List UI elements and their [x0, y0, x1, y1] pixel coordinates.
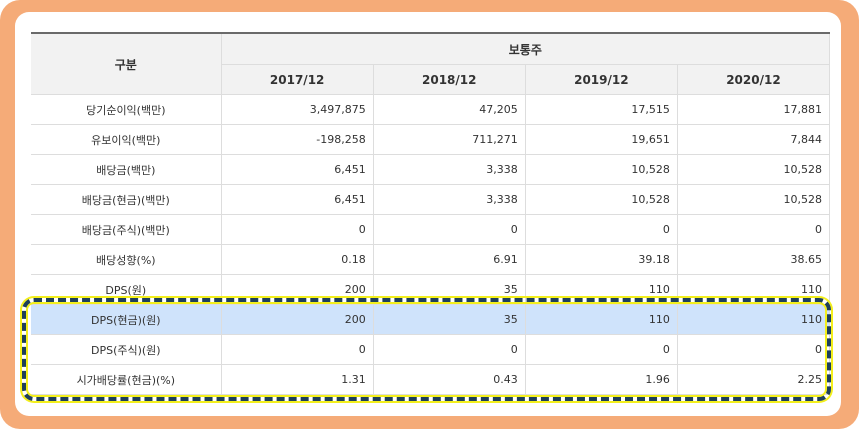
- cell-value: 10,528: [676, 154, 831, 185]
- cell-value: 1.31: [220, 364, 374, 395]
- row-label: 시가배당률(현금)(%): [31, 364, 222, 395]
- table-row: 배당성향(%) 0.18 6.91 39.18 38.65: [31, 244, 831, 275]
- cell-value: 2.25: [676, 364, 831, 395]
- cell-value: 6,451: [220, 154, 374, 185]
- cell-value: 3,338: [372, 154, 526, 185]
- cell-value: 200: [220, 274, 374, 305]
- cell-value: 7,844: [676, 124, 831, 155]
- cell-value: 39.18: [524, 244, 678, 275]
- cell-value: 19,651: [524, 124, 678, 155]
- cell-value: 6,451: [220, 184, 374, 215]
- row-label: DPS(현금)(원): [31, 304, 222, 335]
- row-label: DPS(원): [31, 274, 222, 305]
- cell-value: 17,515: [524, 94, 678, 125]
- table-row: DPS(주식)(원) 0 0 0 0: [31, 334, 831, 365]
- dividend-table: 구분 보통주 2017/12 2018/12 2019/12 2020/12 당…: [31, 32, 831, 395]
- cell-value: 35: [372, 274, 526, 305]
- cell-value: 6.91: [372, 244, 526, 275]
- cell-value: -198,258: [220, 124, 374, 155]
- row-label: DPS(주식)(원): [31, 334, 222, 365]
- cell-value: 10,528: [524, 154, 678, 185]
- header-year: 2020/12: [676, 64, 831, 95]
- cell-value: 110: [676, 274, 831, 305]
- cell-value: 711,271: [372, 124, 526, 155]
- header-year: 2017/12: [221, 64, 374, 95]
- row-label: 당기순이익(백만): [31, 94, 222, 125]
- cell-value: 35: [372, 304, 526, 335]
- table-body: 당기순이익(백만) 3,497,875 47,205 17,515 17,881 유보이익…: [31, 94, 831, 395]
- table-row: 배당금(현금)(백만) 6,451 3,338 10,528 10,528: [31, 184, 831, 215]
- cell-value: 0.18: [220, 244, 374, 275]
- cell-value: 110: [524, 274, 678, 305]
- cell-value: 3,338: [372, 184, 526, 215]
- row-label: 배당금(현금)(백만): [31, 184, 222, 215]
- row-label: 배당성향(%): [31, 244, 222, 275]
- table-row: DPS(원) 200 35 110 110: [31, 274, 831, 305]
- table-row: 배당금(주식)(백만) 0 0 0 0: [31, 214, 831, 245]
- row-label: 배당금(백만): [31, 154, 222, 185]
- header-year: 2019/12: [524, 64, 678, 95]
- row-label: 배당금(주식)(백만): [31, 214, 222, 245]
- cell-value: 17,881: [676, 94, 831, 125]
- cell-value: 200: [220, 304, 374, 335]
- cell-value: 10,528: [524, 184, 678, 215]
- cell-value: 0: [524, 214, 678, 245]
- cell-value: 0: [524, 334, 678, 365]
- header-row-group: 구분 보통주: [31, 32, 831, 95]
- cell-value: 0: [676, 214, 831, 245]
- header-category: 구분: [31, 32, 222, 95]
- cell-value: 3,497,875: [220, 94, 374, 125]
- table-row: 당기순이익(백만) 3,497,875 47,205 17,515 17,881: [31, 94, 831, 125]
- cell-value: 10,528: [676, 184, 831, 215]
- cell-value: 1.96: [524, 364, 678, 395]
- cell-value: 38.65: [676, 244, 831, 275]
- cell-value: 0: [372, 214, 526, 245]
- row-label: 유보이익(백만): [31, 124, 222, 155]
- cell-value: 0: [220, 334, 374, 365]
- cell-value: 0: [220, 214, 374, 245]
- cell-value: 110: [524, 304, 678, 335]
- table-row: 배당금(백만) 6,451 3,338 10,528 10,528: [31, 154, 831, 185]
- cell-value: 0: [372, 334, 526, 365]
- cell-value: 0: [676, 334, 831, 365]
- table-row: 유보이익(백만) -198,258 711,271 19,651 7,844: [31, 124, 831, 155]
- cell-value: 110: [676, 304, 831, 335]
- content-panel: 구분 보통주 2017/12 2018/12 2019/12 2020/12 당…: [15, 12, 841, 416]
- cell-value: 47,205: [372, 94, 526, 125]
- cell-value: 0.43: [372, 364, 526, 395]
- header-year: 2018/12: [372, 64, 526, 95]
- table-row: 시가배당률(현금)(%) 1.31 0.43 1.96 2.25: [31, 364, 831, 395]
- table-row: DPS(현금)(원) 200 35 110 110: [31, 304, 831, 335]
- header-common-stock: 보통주: [220, 32, 831, 65]
